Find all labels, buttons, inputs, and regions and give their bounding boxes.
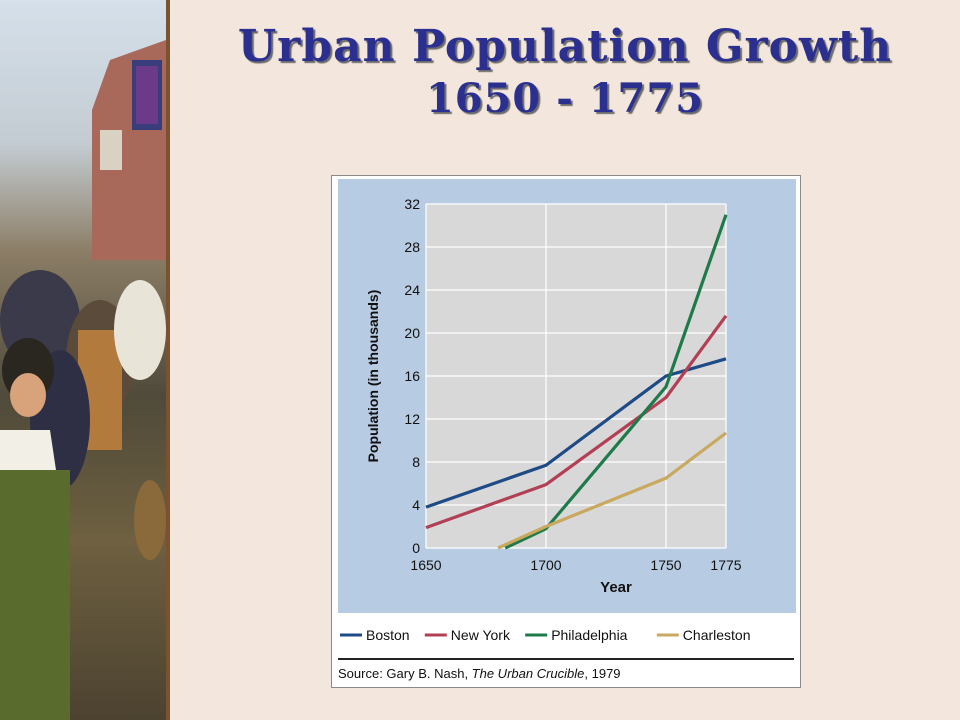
y-tick-label: 12	[404, 411, 420, 427]
series-line-new-york	[425, 314, 728, 530]
y-tick-label: 4	[412, 497, 420, 513]
x-tick-label: 1700	[530, 557, 561, 573]
legend-label: Boston	[366, 627, 410, 643]
title-line-1: Urban Population Growth	[237, 21, 893, 72]
source-suffix: , 1979	[584, 666, 620, 681]
colonial-market-painting	[0, 0, 166, 720]
legend-label: New York	[451, 627, 511, 643]
x-tick-label: 1650	[410, 557, 441, 573]
painting-border	[166, 0, 170, 720]
series-line-philadelphia	[504, 214, 728, 550]
legend: Boston New York Philadelphia Charleston	[340, 627, 751, 643]
legend-label: Philadelphia	[551, 627, 627, 643]
chart-container: 0 4 8 12 16 20 24 28 32 1650 1700 1750 1775 Year Po…	[331, 175, 801, 688]
source-prefix: Source: Gary B. Nash,	[338, 666, 472, 681]
y-tick-label: 8	[412, 454, 420, 470]
series-line-boston	[425, 357, 727, 509]
series-line-charleston	[497, 431, 727, 550]
source-title: The Urban Crucible	[472, 666, 585, 681]
series-lines	[425, 214, 728, 550]
line-chart: 0 4 8 12 16 20 24 28 32 1650 1700 1750 1775 Year Po…	[338, 179, 796, 681]
y-tick-label: 0	[412, 540, 420, 556]
chart-source: Source: Gary B. Nash, The Urban Crucible…	[338, 666, 621, 681]
y-tick-label: 16	[404, 368, 420, 384]
y-tick-label: 32	[404, 196, 420, 212]
y-tick-label: 28	[404, 239, 420, 255]
y-tick-label: 20	[404, 325, 420, 341]
x-tick-label: 1750	[650, 557, 681, 573]
slide-title: Urban Population Growth 1650 - 1775	[170, 20, 960, 124]
legend-label: Charleston	[683, 627, 751, 643]
y-axis-label: Population (in thousands)	[365, 290, 381, 463]
y-tick-label: 24	[404, 282, 420, 298]
x-axis-label: Year	[600, 579, 632, 596]
x-tick-label: 1775	[710, 557, 741, 573]
title-line-2: 1650 - 1775	[425, 75, 705, 122]
painting-illustration	[0, 0, 166, 720]
x-axis-ticks: 1650 1700 1750 1775	[410, 557, 741, 573]
y-axis-ticks: 0 4 8 12 16 20 24 28 32	[404, 196, 420, 556]
